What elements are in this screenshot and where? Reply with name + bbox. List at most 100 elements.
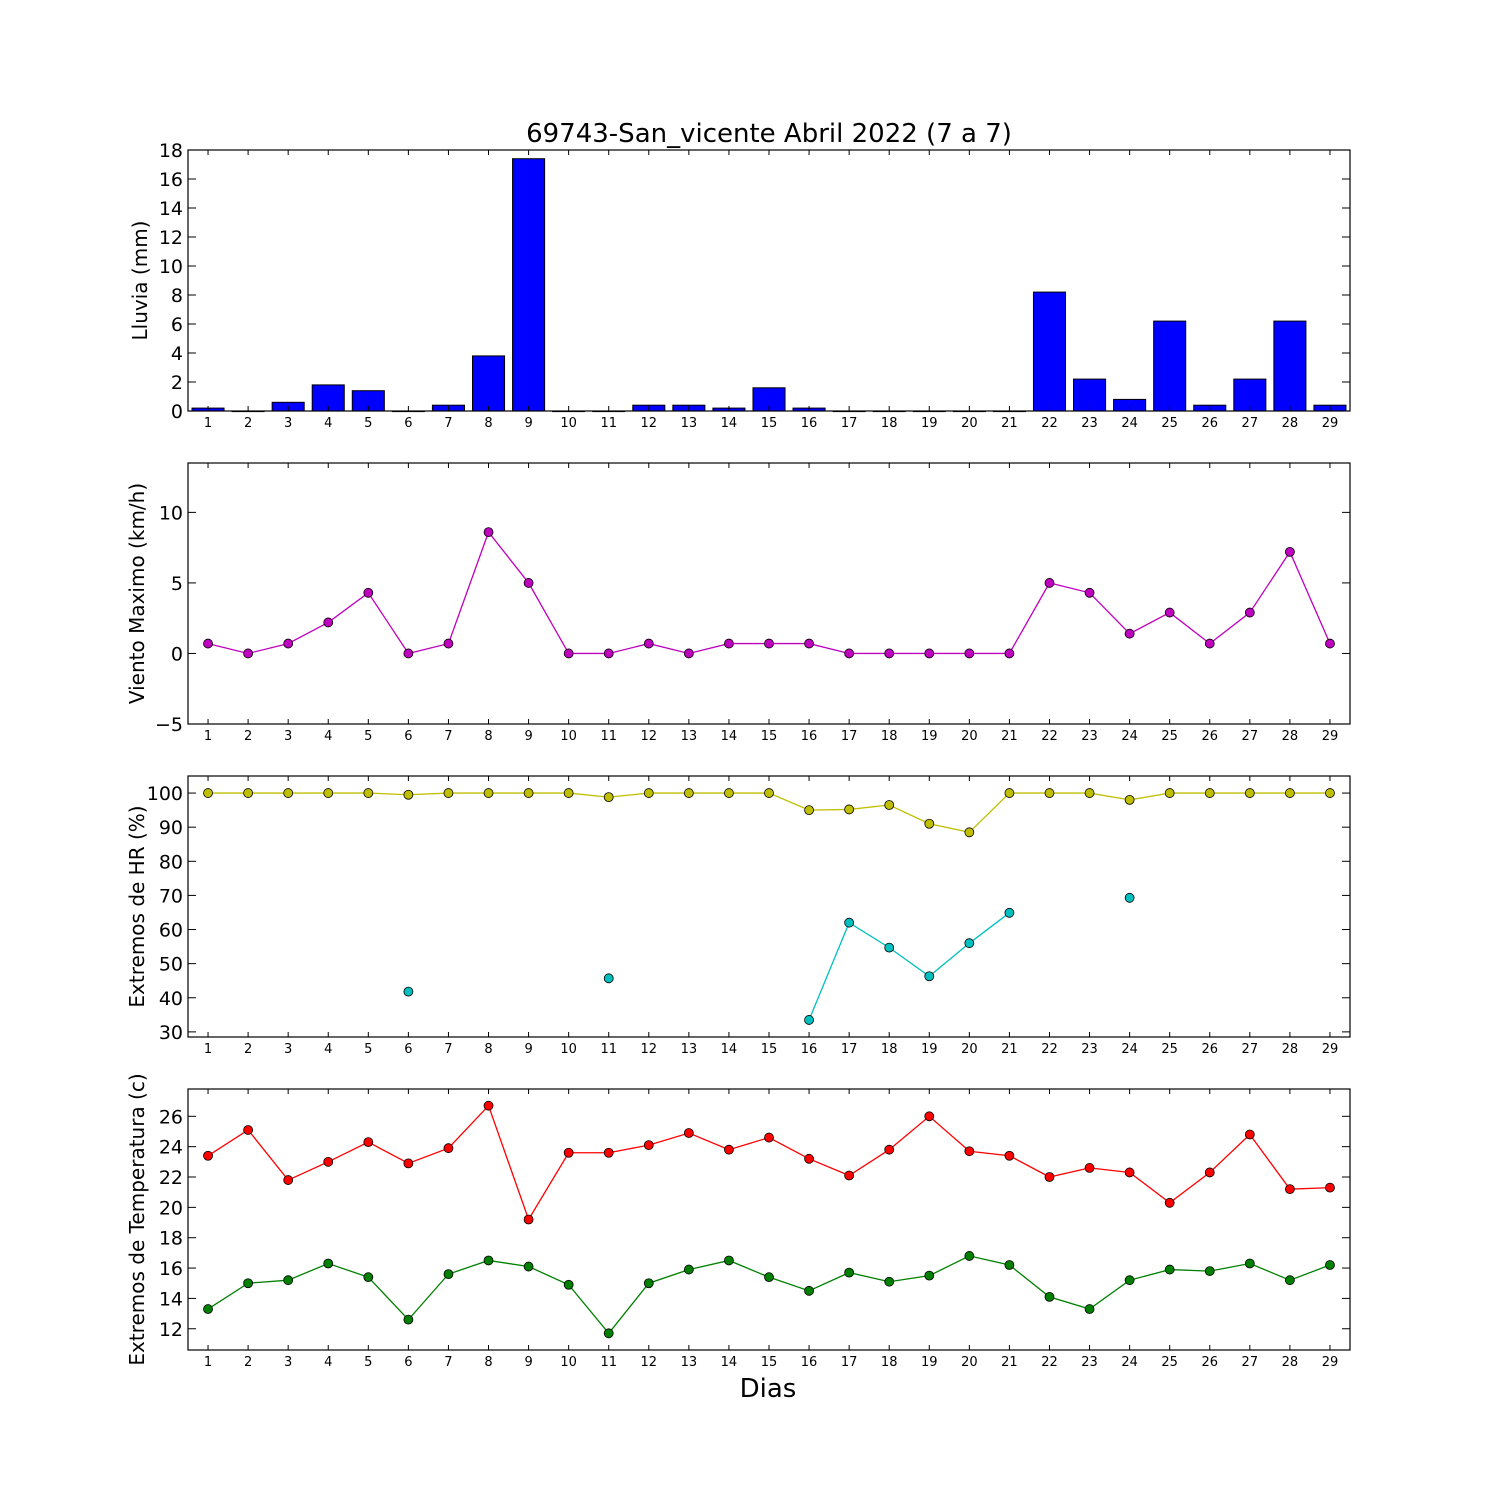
x-tick-label: 9 <box>524 1042 532 1057</box>
series-0-point-15 <box>764 638 774 649</box>
series-0-point-22 <box>1044 578 1055 588</box>
x-tick-label: 20 <box>961 1355 978 1370</box>
x-tick-label: 1 <box>204 1355 212 1370</box>
series-0-point-8 <box>483 527 494 538</box>
series-0-point-28 <box>1285 546 1295 557</box>
series-1-point-29 <box>1325 1260 1335 1270</box>
y-axis-label: Viento Maximo (km/h) <box>125 483 149 704</box>
series-1-point-5 <box>363 1272 374 1283</box>
series-1-point-21 <box>1004 907 1015 918</box>
x-tick-label: 4 <box>324 1355 332 1370</box>
series-1-point-17 <box>844 1267 855 1278</box>
series-1-point-18 <box>884 1276 895 1287</box>
series-0-point-7 <box>443 788 454 798</box>
x-tick-label: 29 <box>1322 416 1339 431</box>
x-tick-label: 1 <box>204 416 212 431</box>
y-tick-label: 80 <box>159 851 183 873</box>
series-0-point-3 <box>283 638 294 649</box>
x-tick-label: 15 <box>761 729 778 744</box>
x-axis-label: Dias <box>740 1374 797 1404</box>
series-0-point-4 <box>323 788 334 798</box>
series-1-point-24 <box>1124 892 1135 903</box>
y-tick-label: 10 <box>159 502 183 524</box>
series-1-point-27 <box>1244 1258 1255 1269</box>
series-0-point-17 <box>844 804 855 815</box>
x-tick-label: 12 <box>641 1042 658 1057</box>
series-0-point-26 <box>1204 788 1215 798</box>
series-0-point-28 <box>1285 788 1295 798</box>
series-0-point-20 <box>964 648 975 659</box>
series-0-point-11 <box>603 1147 614 1158</box>
x-tick-label: 2 <box>244 1042 252 1057</box>
series-1-point-22 <box>1044 1291 1055 1302</box>
x-tick-label: 28 <box>1282 1355 1299 1370</box>
series-0-point-21 <box>1004 1150 1015 1161</box>
x-tick-label: 3 <box>284 729 292 744</box>
series-0-point-27 <box>1244 788 1255 798</box>
y-tick-label: 60 <box>159 920 183 942</box>
x-tick-label: 8 <box>484 1042 492 1057</box>
x-tick-label: 4 <box>324 729 332 744</box>
y-tick-label: 14 <box>159 1288 183 1310</box>
series-1-point-20 <box>964 1251 975 1261</box>
series-0-point-19 <box>924 1111 935 1122</box>
series-0-point-13 <box>683 788 694 798</box>
x-tick-label: 22 <box>1041 416 1058 431</box>
y-tick-label: 100 <box>147 783 183 805</box>
y-tick-label: 12 <box>159 1319 183 1341</box>
x-tick-label: 3 <box>284 1042 292 1057</box>
series-1-point-1 <box>203 1304 213 1314</box>
x-tick-label: 14 <box>721 1355 738 1370</box>
y-tick-label: 5 <box>171 573 183 595</box>
series-0-point-12 <box>643 1140 654 1151</box>
x-tick-label: 17 <box>841 729 858 744</box>
y-tick-label: 10 <box>159 256 183 278</box>
y-tick-label: −5 <box>155 714 183 736</box>
x-tick-label: 19 <box>921 416 938 431</box>
y-tick-label: 14 <box>159 198 183 220</box>
y-tick-label: 22 <box>159 1167 183 1189</box>
x-tick-label: 13 <box>681 416 698 431</box>
x-tick-label: 21 <box>1001 1355 1018 1370</box>
rain-panel: 1 2 3 4 5 6 7 8 9 10 11 12 13 14 15 16 17 18 19 20 21 22 23 24 2… <box>128 140 1351 431</box>
series-0-point-9 <box>523 1214 534 1225</box>
x-tick-label: 6 <box>404 729 412 744</box>
x-tick-label: 21 <box>1001 1042 1018 1057</box>
series-0-point-29 <box>1325 788 1335 798</box>
x-tick-label: 22 <box>1041 1355 1058 1370</box>
series-0-point-25 <box>1164 1197 1175 1208</box>
series-0-point-10 <box>563 788 574 798</box>
x-tick-label: 23 <box>1081 1042 1098 1057</box>
x-tick-label: 17 <box>841 416 858 431</box>
series-0-point-9 <box>523 788 534 798</box>
series-0-point-26 <box>1204 638 1215 649</box>
series-1-point-28 <box>1285 1275 1295 1286</box>
x-tick-label: 27 <box>1242 1042 1259 1057</box>
x-tick-label: 27 <box>1242 1355 1259 1370</box>
x-tick-label: 14 <box>721 416 738 431</box>
series-1-point-26 <box>1204 1266 1215 1276</box>
series-0-point-25 <box>1164 607 1175 618</box>
x-tick-label: 19 <box>921 1042 938 1057</box>
x-tick-label: 28 <box>1282 729 1299 744</box>
x-tick-label: 2 <box>244 1355 252 1370</box>
x-tick-label: 28 <box>1282 1042 1299 1057</box>
x-tick-label: 18 <box>881 1042 898 1057</box>
x-tick-label: 21 <box>1001 729 1018 744</box>
series-0-point-1 <box>203 788 213 798</box>
x-tick-label: 26 <box>1201 1042 1218 1057</box>
series-1-point-12 <box>643 1278 654 1289</box>
figure-title: 69743-San_vicente Abril 2022 (7 a 7) <box>526 119 1012 149</box>
y-axis-label: Extremos de HR (%) <box>125 805 149 1007</box>
series-0-point-27 <box>1244 1129 1255 1140</box>
series-0-point-2 <box>243 648 254 659</box>
x-tick-label: 11 <box>600 1042 617 1057</box>
x-tick-label: 6 <box>404 1042 412 1057</box>
series-1-point-16 <box>804 1285 814 1296</box>
y-tick-label: 12 <box>159 227 183 249</box>
series-0-point-2 <box>243 1125 254 1135</box>
x-tick-label: 7 <box>444 1042 452 1057</box>
x-tick-label: 4 <box>324 416 332 431</box>
series-0-point-24 <box>1124 794 1135 805</box>
x-tick-label: 8 <box>484 1355 492 1370</box>
